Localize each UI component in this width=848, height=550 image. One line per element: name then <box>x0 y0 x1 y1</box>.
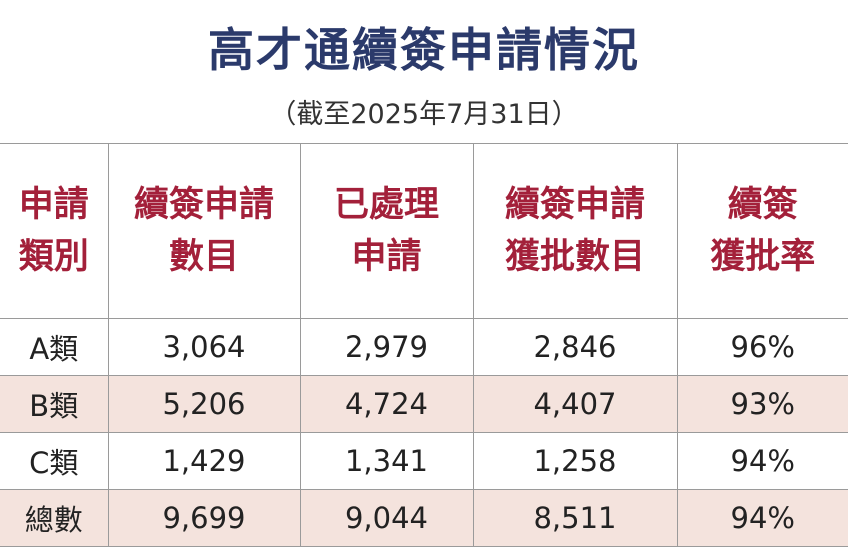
header-line: 獲批率 <box>710 237 816 277</box>
cell: 1,258 <box>472 432 678 490</box>
header-row: 申請 類別 續簽申請 數目 已處理 申請 續簽申請 獲批數目 續簽 獲批率 <box>0 143 848 319</box>
data-table: 申請 類別 續簽申請 數目 已處理 申請 續簽申請 獲批數目 續簽 獲批率 A類 3,064 2,97… <box>0 143 848 547</box>
cell: 2,846 <box>472 318 678 376</box>
header-line: 續簽申請 <box>133 185 274 225</box>
header-line: 數目 <box>168 237 239 277</box>
column-header: 續簽 獲批率 <box>676 143 848 319</box>
column-header: 續簽申請 數目 <box>107 143 301 319</box>
column-header: 續簽申請 獲批數目 <box>472 143 678 319</box>
header-line: 續簽申請 <box>504 185 645 225</box>
title: 高才通續簽申請情況 <box>208 23 640 77</box>
cell: 94% <box>676 432 848 490</box>
header-line: 獲批數目 <box>504 237 645 277</box>
cell: 4,724 <box>299 375 474 433</box>
column-header: 已處理 申請 <box>299 143 474 319</box>
cell: 9,699 <box>107 489 301 547</box>
table-row: B類 5,206 4,724 4,407 93% <box>0 375 848 433</box>
row-label: C類 <box>0 432 109 490</box>
header-line: 已處理 <box>333 185 439 225</box>
header-line: 申請 <box>18 185 89 225</box>
row-label: A類 <box>0 318 109 376</box>
cell: 96% <box>676 318 848 376</box>
header-line: 續簽 <box>727 185 798 225</box>
header-line: 類別 <box>18 237 89 277</box>
cell: 8,511 <box>472 489 678 547</box>
cell: 5,206 <box>107 375 301 433</box>
cell: 1,341 <box>299 432 474 490</box>
table-row: 總數 9,699 9,044 8,511 94% <box>0 489 848 547</box>
subtitle: （截至2025年7月31日） <box>269 99 579 130</box>
cell: 3,064 <box>107 318 301 376</box>
cell: 2,979 <box>299 318 474 376</box>
table-row: C類 1,429 1,341 1,258 94% <box>0 432 848 490</box>
cell: 1,429 <box>107 432 301 490</box>
row-label: 總數 <box>0 489 109 547</box>
table-body: A類 3,064 2,979 2,846 96% B類 5,206 4,724 4,407 93%… <box>0 318 848 547</box>
table-row: A類 3,064 2,979 2,846 96% <box>0 318 848 376</box>
header-line: 申請 <box>351 237 422 277</box>
row-label: B類 <box>0 375 109 433</box>
cell: 94% <box>676 489 848 547</box>
column-header: 申請 類別 <box>0 143 109 319</box>
cell: 93% <box>676 375 848 433</box>
cell: 9,044 <box>299 489 474 547</box>
cell: 4,407 <box>472 375 678 433</box>
